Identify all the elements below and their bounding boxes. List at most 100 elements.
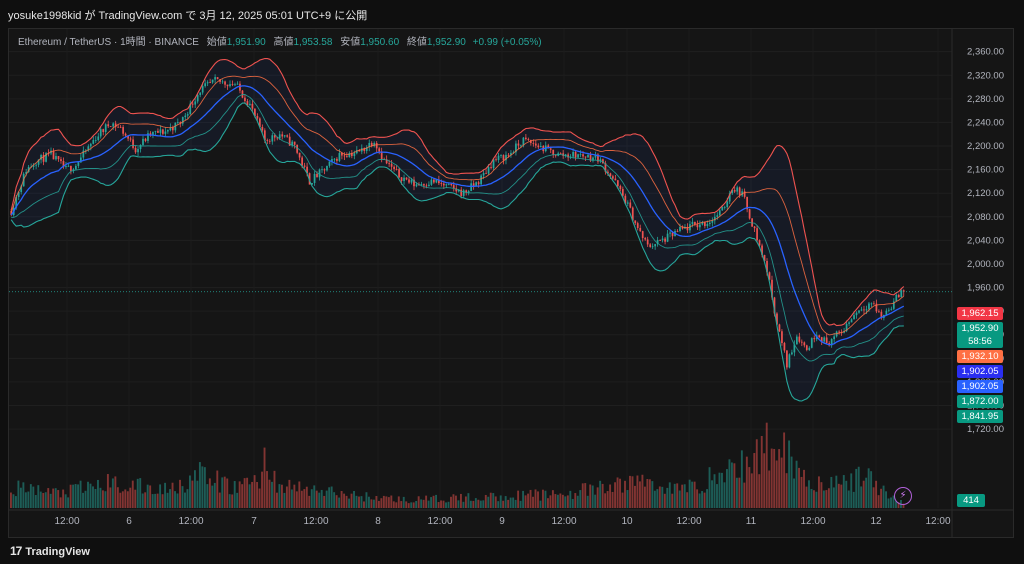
candle-body bbox=[895, 294, 898, 302]
volume-bar bbox=[629, 475, 631, 508]
volume-bar bbox=[241, 484, 244, 508]
candle-body bbox=[62, 160, 65, 168]
volume-bar bbox=[887, 498, 890, 508]
candle-body bbox=[853, 315, 855, 320]
volume-bar bbox=[233, 481, 236, 508]
candle-body bbox=[808, 347, 811, 350]
candle-body bbox=[589, 154, 592, 161]
volume-bar bbox=[783, 432, 786, 508]
candle-body bbox=[624, 195, 627, 204]
volume-bar bbox=[730, 462, 733, 508]
volume-bar bbox=[733, 463, 736, 508]
candle-body bbox=[17, 192, 20, 197]
candle-body bbox=[825, 337, 828, 344]
candle-body bbox=[614, 178, 617, 181]
volume-bar bbox=[84, 490, 87, 508]
candle-body bbox=[626, 202, 629, 204]
candle-body bbox=[323, 169, 326, 171]
volume-bar bbox=[310, 489, 313, 508]
candle-body bbox=[415, 184, 418, 187]
candle-body bbox=[25, 171, 28, 174]
volume-bar bbox=[243, 478, 246, 508]
candle-body bbox=[452, 185, 455, 189]
volume-bar bbox=[198, 462, 201, 508]
volume-bar bbox=[368, 496, 370, 508]
candle-body bbox=[758, 240, 761, 246]
candle-body bbox=[721, 207, 724, 211]
candle-body bbox=[723, 206, 726, 208]
volume-bar bbox=[673, 483, 676, 508]
volume-bar bbox=[472, 500, 475, 508]
candle-body bbox=[10, 210, 13, 216]
volume-bar bbox=[892, 495, 895, 508]
candle-body bbox=[234, 84, 236, 86]
candle-body bbox=[428, 184, 430, 186]
candle-body bbox=[559, 153, 562, 155]
volume-bar bbox=[606, 491, 609, 508]
volume-bar bbox=[800, 476, 803, 508]
candle-body bbox=[194, 101, 197, 105]
candle-body bbox=[532, 143, 535, 144]
volume-bar bbox=[728, 459, 731, 508]
candle-body bbox=[445, 184, 448, 186]
candle-body bbox=[375, 142, 378, 149]
volume-bar bbox=[487, 496, 490, 508]
volume-bar bbox=[251, 481, 254, 508]
candle-body bbox=[152, 131, 154, 135]
candle-body bbox=[281, 134, 284, 137]
volume-bar bbox=[159, 484, 162, 508]
candle-body bbox=[166, 130, 169, 132]
lightning-icon[interactable]: ⚡ bbox=[894, 487, 912, 505]
volume-bar bbox=[44, 492, 47, 508]
volume-bar bbox=[872, 487, 875, 508]
volume-bar bbox=[427, 500, 430, 508]
volume-bar bbox=[755, 439, 758, 508]
tradingview-logo[interactable]: 17 TradingView bbox=[10, 544, 90, 558]
volume-bar bbox=[798, 467, 800, 508]
volume-bar bbox=[116, 487, 119, 508]
volume-bar bbox=[422, 499, 425, 508]
volume-bar bbox=[547, 498, 549, 508]
volume-bar bbox=[793, 478, 796, 508]
y-axis-tick-label: 2,120.00 bbox=[967, 188, 1004, 199]
volume-bar bbox=[189, 475, 191, 508]
candle-body bbox=[766, 260, 768, 273]
volume-bar bbox=[790, 456, 793, 508]
volume-bar bbox=[464, 496, 467, 508]
candle-body bbox=[771, 279, 773, 298]
candle-body bbox=[380, 151, 383, 160]
candle-body bbox=[529, 139, 532, 144]
volume-bar bbox=[156, 493, 159, 508]
volume-bar bbox=[845, 480, 848, 508]
volume-bar bbox=[775, 460, 778, 508]
volume-bar bbox=[430, 497, 433, 508]
candle-body bbox=[855, 312, 858, 316]
candle-body bbox=[820, 337, 823, 342]
volume-bar bbox=[837, 483, 840, 508]
volume-bar bbox=[658, 486, 661, 508]
candle-body bbox=[79, 157, 82, 163]
candle-body bbox=[75, 165, 77, 170]
volume-bar bbox=[676, 483, 679, 508]
candle-body bbox=[793, 344, 796, 353]
candle-body bbox=[119, 126, 122, 128]
candle-body bbox=[838, 331, 840, 333]
candle-body bbox=[574, 151, 577, 158]
candle-body bbox=[370, 142, 373, 147]
candle-body bbox=[65, 166, 67, 168]
volume-bar bbox=[885, 491, 887, 508]
candle-body bbox=[577, 154, 579, 158]
chart-frame[interactable] bbox=[8, 28, 1014, 538]
candle-body bbox=[420, 184, 423, 185]
candle-body bbox=[880, 311, 883, 318]
volume-bar bbox=[770, 448, 773, 508]
candle-body bbox=[786, 350, 788, 368]
candle-body bbox=[209, 82, 212, 84]
candle-body bbox=[472, 183, 475, 187]
candle-body bbox=[368, 142, 371, 148]
volume-bar bbox=[599, 480, 602, 508]
candle-body bbox=[500, 155, 502, 156]
candle-body bbox=[477, 182, 480, 185]
candle-body bbox=[67, 165, 70, 167]
